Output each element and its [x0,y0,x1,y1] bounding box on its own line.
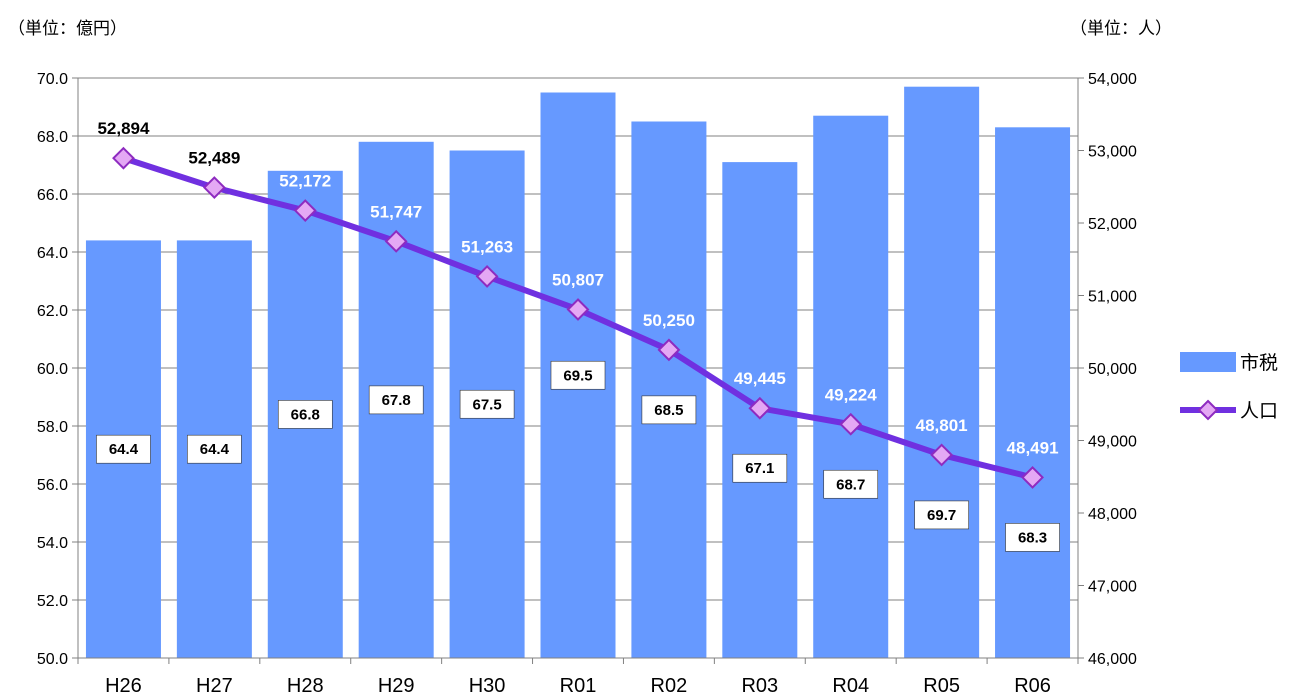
bar-value-label: 68.3 [1018,529,1047,546]
population-value-label: 51,747 [370,202,422,221]
bar-value-label: 67.8 [382,392,411,409]
data-labels: 64.4 64.4 66.8 67.8 67.5 69.5 68.5 67.1 68.7 69.7… [96,119,1060,552]
right-tick-label: 49,000 [1088,434,1137,451]
left-axis-unit: （単位：億円） [8,19,127,39]
bar-value-box [277,400,333,429]
right-tick-label: 47,000 [1088,579,1137,596]
left-tick-label: 62.0 [37,303,68,320]
bar [813,115,889,658]
legend-marker-population [1197,399,1219,421]
left-tick-label: 52.0 [37,593,68,610]
population-marker [384,229,408,253]
population-marker [566,298,590,321]
left-tick-label: 66.0 [37,187,68,204]
legend-label-population: 人口 [1240,400,1278,422]
axes: 50.0 52.0 54.0 56.0 58.0 60.0 62.0 64.0 66.0 68.0… [37,71,1137,697]
right-tick-label: 46,000 [1088,651,1137,668]
bar-value-label: 68.7 [836,476,865,493]
bar-value-label: 64.4 [200,441,230,458]
x-tick-label: H30 [469,675,506,697]
x-tick-label: H29 [378,675,415,697]
bar-value-label: 67.5 [472,396,501,413]
bar [904,86,980,658]
population-value-label: 48,491 [1007,438,1059,457]
left-tick-label: 50.0 [37,651,68,668]
population-marker [293,199,317,222]
right-tick-label: 50,000 [1088,361,1137,378]
right-tick-label: 53,000 [1088,144,1137,161]
bar-value-box [1005,523,1060,552]
right-tick-label: 48,000 [1088,506,1137,523]
right-axis-unit: （単位：人） [1070,19,1172,39]
left-tick-label: 68.0 [37,129,68,146]
bar-value-box [550,360,606,390]
bar-value-label: 69.5 [563,367,592,384]
population-value-label: 52,172 [279,172,331,191]
x-tick-label: R03 [741,675,778,697]
population-value-label: 49,445 [734,369,786,388]
bar [631,121,707,658]
bar-value-label: 68.5 [654,402,683,419]
population-marker [202,176,226,199]
bar-value-box [641,395,697,425]
left-tick-label: 58.0 [37,419,68,436]
bar-value-box [459,389,515,419]
bar-value-label: 64.4 [109,441,139,458]
right-tick-label: 52,000 [1088,216,1137,233]
population-marker [475,265,499,288]
left-tick-label: 64.0 [37,245,68,262]
population-value-label: 48,801 [916,416,968,435]
population-value-label: 51,263 [461,237,513,256]
population-marker [930,443,954,467]
population-marker [112,146,135,170]
bar [995,127,1071,659]
population-value-label: 52,894 [97,119,150,138]
x-tick-label: R01 [560,675,597,697]
bar-value-box [823,469,879,499]
x-tick-label: R06 [1014,675,1051,697]
bar-value-box [96,434,151,464]
population-value-label: 52,489 [188,149,240,168]
population-value-label: 49,224 [825,385,878,404]
population-value-label: 50,807 [552,270,604,289]
population-marker [748,396,772,420]
left-tick-label: 54.0 [37,535,68,552]
x-tick-label: R04 [832,675,869,697]
left-tick-label: 60.0 [37,361,68,378]
population-marker [839,412,863,436]
bar-value-box [914,500,969,530]
bar-value-box [368,385,424,415]
legend-label-tax: 市税 [1240,352,1278,374]
population-value-label: 50,250 [643,311,695,330]
left-tick-label: 70.0 [37,71,68,88]
right-tick-label: 54,000 [1088,71,1137,88]
population-line [112,146,1044,489]
x-tick-label: H27 [196,675,233,697]
x-tick-label: H26 [105,675,142,697]
legend-swatch-tax [1180,352,1236,372]
left-tick-label: 56.0 [37,477,68,494]
x-tick-label: R05 [923,675,960,697]
x-tick-label: R02 [651,675,688,697]
right-tick-label: 51,000 [1088,289,1137,306]
bar-value-box [732,453,788,483]
bar-value-label: 69.7 [927,507,956,524]
population-marker [657,338,681,362]
population-marker [1021,465,1044,489]
bar-value-label: 66.8 [291,406,320,423]
bar-value-box [187,434,242,464]
bar-value-label: 67.1 [745,460,774,477]
x-tick-label: H28 [287,675,324,697]
